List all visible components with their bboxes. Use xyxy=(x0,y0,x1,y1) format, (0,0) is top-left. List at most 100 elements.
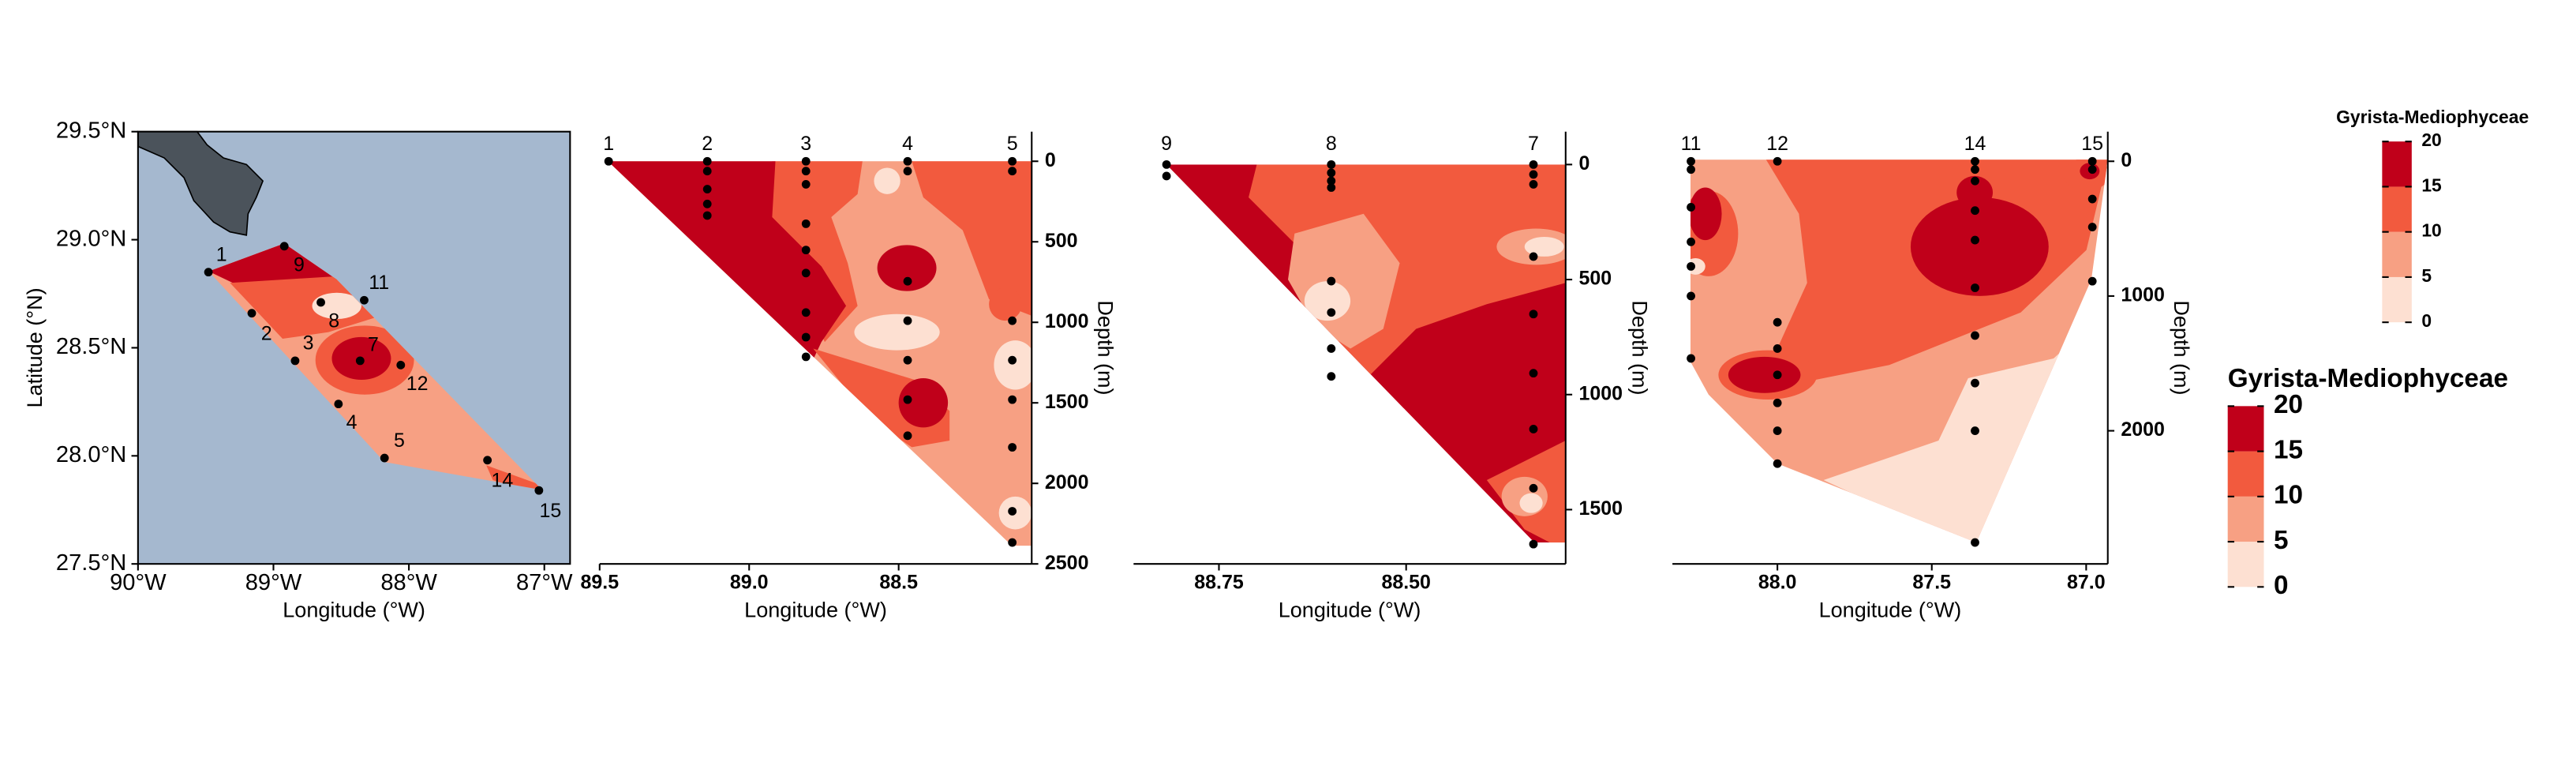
y-tick-label: 1000 xyxy=(2121,284,2165,306)
sample-dot xyxy=(1529,369,1538,378)
sample-dot xyxy=(1008,395,1017,404)
x-axis-title: Longitude (°W) xyxy=(1819,599,1962,622)
x-tick-label: 88.0 xyxy=(1758,572,1797,594)
sample-dot xyxy=(903,316,912,325)
contour-region xyxy=(1304,281,1351,321)
sample-dot xyxy=(903,276,912,286)
sample-dot xyxy=(1773,344,1782,353)
station-label: 2 xyxy=(261,322,272,344)
contour-region xyxy=(1690,258,1705,275)
station-dot xyxy=(316,298,325,307)
sample-dot xyxy=(604,156,613,166)
x-axis-title: Longitude (°W) xyxy=(744,599,887,622)
sample-dot xyxy=(1327,183,1336,192)
y-tick-label: 2000 xyxy=(2121,418,2165,441)
sample-dot xyxy=(1008,507,1017,516)
sample-dot xyxy=(702,199,712,208)
sample-dot xyxy=(1971,331,1979,340)
legend-band xyxy=(2227,496,2264,542)
sample-dot xyxy=(1971,538,1979,547)
sample-dot xyxy=(1971,165,1979,174)
sample-dot xyxy=(1162,171,1171,181)
sample-dot xyxy=(801,219,811,228)
contour-region xyxy=(877,245,937,291)
y-tick-label: 29.0°N xyxy=(56,226,126,251)
station-dot xyxy=(360,295,369,305)
sample-dot xyxy=(1687,203,1695,212)
x-axis-title: Longitude (°W) xyxy=(283,599,425,622)
sample-dot xyxy=(1687,354,1695,363)
sample-dot xyxy=(1971,176,1979,186)
sample-dot xyxy=(1529,425,1538,433)
y-axis-title: Depth (m) xyxy=(1627,300,1651,395)
sample-dot xyxy=(1008,156,1017,166)
station-label: 5 xyxy=(394,430,405,452)
legend-label: 5 xyxy=(2274,526,2289,555)
sample-dot xyxy=(801,352,811,362)
station-label: 4 xyxy=(902,133,913,155)
station-dot xyxy=(380,453,389,463)
sample-dot xyxy=(801,308,811,317)
y-tick-label: 0 xyxy=(2121,149,2132,171)
legend-label: 20 xyxy=(2421,129,2441,150)
contour-region xyxy=(1690,187,1722,241)
sample-dot xyxy=(1529,483,1538,493)
contour-fill xyxy=(1166,164,1566,543)
sample-dot xyxy=(2087,223,2097,231)
sample-dot xyxy=(1008,443,1017,452)
sample-dot xyxy=(1773,398,1782,407)
y-tick-label: 1500 xyxy=(1578,497,1623,520)
station-label: 15 xyxy=(2081,133,2103,155)
sample-dot xyxy=(903,431,912,441)
station-dot xyxy=(355,356,365,366)
x-tick-label: 89.0 xyxy=(730,572,769,594)
station-label: 7 xyxy=(1528,133,1539,155)
station-dot xyxy=(396,360,406,370)
legend-label: 5 xyxy=(2421,265,2432,286)
sample-dot xyxy=(1529,159,1538,169)
y-tick-label: 0 xyxy=(1578,152,1589,174)
station-label: 8 xyxy=(328,310,339,332)
legend-label: 20 xyxy=(2274,390,2303,419)
legend-band xyxy=(2382,141,2412,187)
sample-dot xyxy=(2087,194,2097,204)
x-tick-label: 90°W xyxy=(110,570,167,595)
legend-band xyxy=(2227,406,2264,452)
sample-dot xyxy=(903,156,912,166)
sample-dot xyxy=(2087,156,2097,166)
station-label: 14 xyxy=(1964,133,1986,155)
sample-dot xyxy=(2087,276,2097,286)
legend-title: Gyrista-Mediophyceae xyxy=(2336,107,2529,127)
sample-dot xyxy=(1773,156,1782,166)
legend-label: 0 xyxy=(2274,571,2289,600)
sample-dot xyxy=(801,180,811,189)
station-label: 12 xyxy=(1766,133,1788,155)
legend-band xyxy=(2382,276,2412,323)
y-tick-label: 2000 xyxy=(1045,471,1089,493)
legend-label: 10 xyxy=(2274,481,2303,510)
contour-fill xyxy=(1690,159,2108,543)
contour-region xyxy=(312,292,361,320)
sample-dot xyxy=(1327,176,1336,186)
y-axis-title: Depth (m) xyxy=(1094,300,1118,395)
station-label: 3 xyxy=(800,133,811,155)
contour-region xyxy=(1910,197,2049,296)
station-label: 2 xyxy=(702,133,713,155)
x-tick-label: 89°W xyxy=(245,570,302,595)
legend-band xyxy=(2382,231,2412,277)
sample-dot xyxy=(801,332,811,342)
sample-dot xyxy=(1529,252,1538,261)
y-tick-label: 28.0°N xyxy=(56,442,126,467)
x-tick-label: 87.5 xyxy=(1912,572,1951,594)
contour-region xyxy=(989,287,1022,321)
sample-dot xyxy=(1773,370,1782,380)
station-label: 11 xyxy=(369,272,389,294)
sample-dot xyxy=(702,185,712,193)
y-tick-label: 1500 xyxy=(1045,391,1089,413)
land xyxy=(137,130,264,236)
station-label: 11 xyxy=(1681,133,1702,155)
y-tick-label: 1000 xyxy=(1578,382,1623,404)
sample-dot xyxy=(702,167,712,176)
sample-dot xyxy=(801,268,811,278)
